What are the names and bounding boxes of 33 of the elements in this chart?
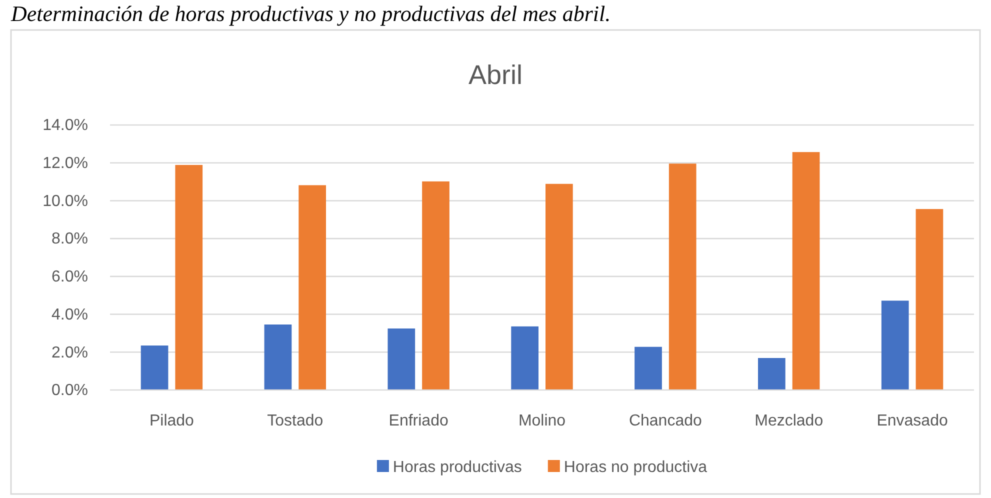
x-tick-label: Molino — [518, 412, 566, 430]
bar — [758, 358, 786, 390]
y-tick-label: 0.0% — [52, 382, 88, 400]
x-tick-label: Chancado — [628, 412, 702, 430]
x-tick-label: Mezclado — [754, 412, 824, 430]
bar — [140, 346, 168, 390]
legend-label: Horas no productiva — [564, 459, 708, 476]
bar — [511, 326, 538, 390]
x-tick-label: Envasado — [876, 412, 948, 430]
y-tick-label: 10.0% — [42, 192, 88, 210]
text: Determinación de horas productivas y no productivas del mes abril. — [10, 1, 611, 26]
bar — [298, 185, 326, 390]
y-tick-label: 6.0% — [52, 268, 88, 286]
y-tick-label: 4.0% — [52, 306, 88, 324]
chart-title: Abril — [468, 60, 523, 90]
bar — [175, 164, 203, 390]
bar — [264, 324, 292, 390]
x-tick-label: Enfriado — [388, 412, 448, 430]
bar — [634, 346, 662, 390]
x-tick-label: Pilado — [149, 412, 194, 430]
bar — [792, 152, 820, 390]
bar — [388, 328, 416, 390]
bar — [546, 184, 573, 390]
y-tick-label: 12.0% — [42, 154, 88, 172]
x-tick-label: Tostado — [267, 412, 324, 430]
bar — [668, 164, 696, 390]
bar — [916, 209, 944, 390]
bar — [422, 181, 450, 390]
y-tick-label: 14.0% — [42, 117, 88, 134]
legend-label: Horas productivas — [392, 459, 522, 476]
y-tick-label: 8.0% — [52, 230, 88, 248]
bar — [881, 300, 909, 390]
y-tick-label: 2.0% — [52, 344, 88, 362]
